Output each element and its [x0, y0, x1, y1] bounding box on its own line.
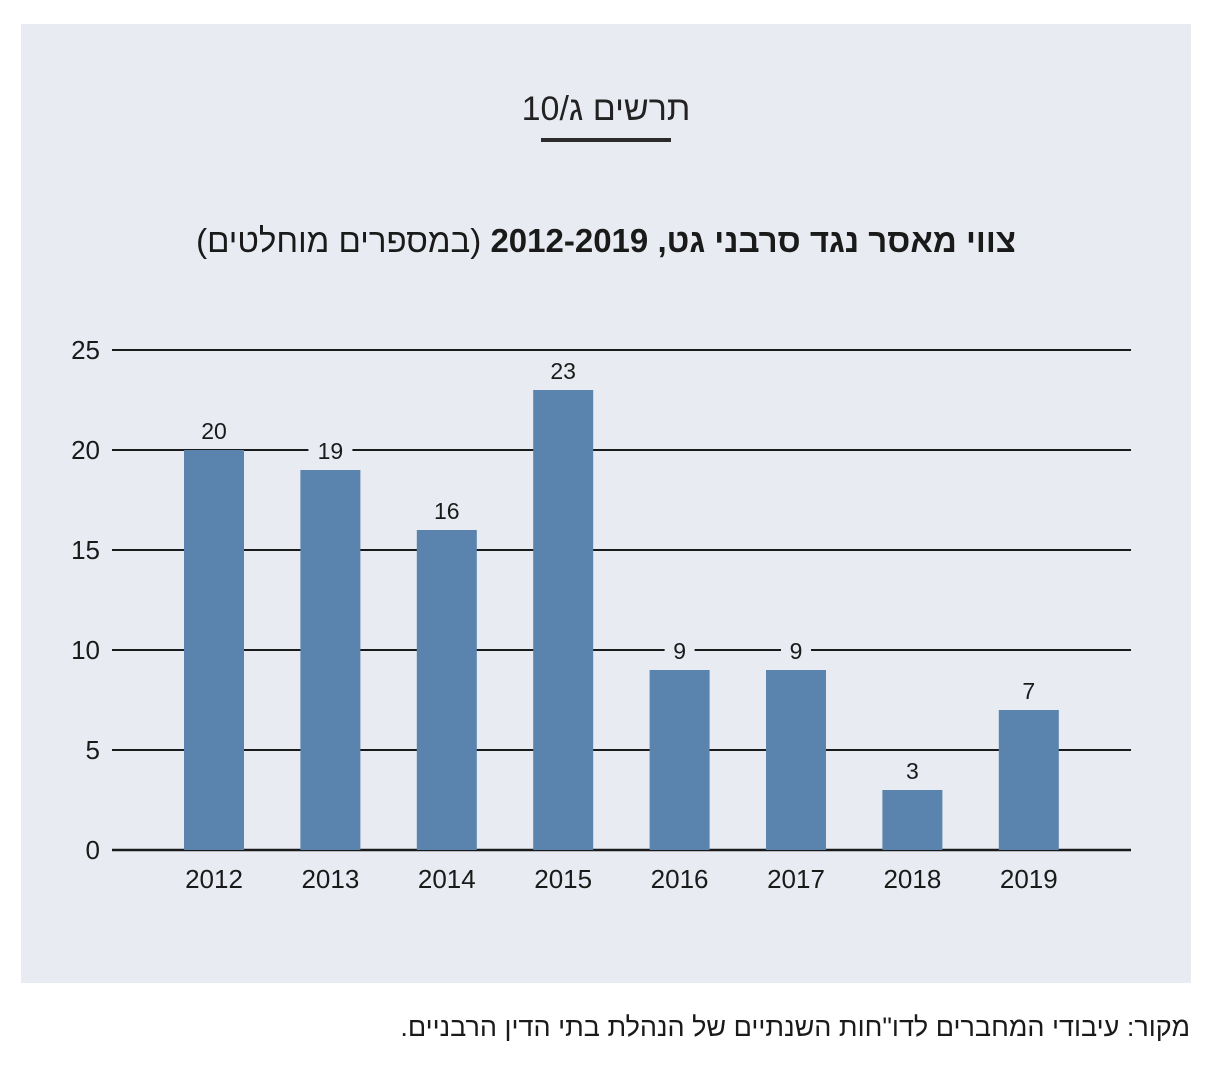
y-tick-label: 0 [86, 835, 100, 865]
source-note: מקור: עיבודי המחברים לדו"חות השנתיים של … [400, 1012, 1190, 1042]
x-tick-label: 2018 [883, 864, 941, 894]
x-tick-label: 2013 [301, 864, 359, 894]
data-label-background [897, 756, 928, 784]
figure-label: תרשים ג/10 [521, 90, 691, 128]
data-label-background [664, 636, 695, 664]
data-label: 19 [318, 438, 344, 464]
data-label: 20 [201, 418, 227, 444]
chart-title-main: צווי מאסר נגד סרבני גט, 2012-2019 [490, 222, 1016, 259]
y-tick-label: 15 [71, 535, 100, 565]
bar [882, 790, 943, 850]
x-tick-label: 2015 [534, 864, 592, 894]
x-tick-label: 2014 [418, 864, 476, 894]
x-tick-label: 2016 [651, 864, 709, 894]
data-label: 3 [906, 758, 919, 784]
data-label-background [424, 496, 469, 524]
x-tick-label: 2019 [1000, 864, 1058, 894]
bar [300, 470, 361, 850]
data-label-background [1013, 676, 1044, 704]
x-tick-label: 2012 [185, 864, 243, 894]
bar-chart: 0 5 10 15 20 25 20 2012 19 2013 16 2014 23 2015 9 2016 9… [71, 335, 1131, 894]
data-label-background [192, 416, 236, 444]
data-label: 23 [550, 358, 576, 384]
y-tick-label: 25 [71, 335, 100, 365]
figure-label-underline [541, 138, 671, 142]
y-tick-label: 20 [71, 435, 100, 465]
data-label-background [781, 636, 811, 664]
data-label: 7 [1022, 678, 1035, 704]
data-label-background [308, 436, 353, 464]
data-label: 9 [673, 638, 686, 664]
y-tick-label: 10 [71, 635, 100, 665]
bar [416, 530, 477, 850]
chart-title-subtitle: (במספרים מוחלטים) [196, 222, 491, 259]
bar [533, 390, 594, 850]
x-tick-label: 2017 [767, 864, 825, 894]
data-label: 9 [790, 638, 803, 664]
y-tick-label: 5 [86, 735, 100, 765]
data-label: 16 [434, 498, 460, 524]
bar [766, 670, 826, 850]
bar [649, 670, 710, 850]
data-label-background [541, 356, 586, 384]
chart-title: צווי מאסר נגד סרבני גט, 2012-2019 (במספר… [21, 222, 1191, 260]
bar [998, 710, 1059, 850]
bar [184, 450, 244, 850]
